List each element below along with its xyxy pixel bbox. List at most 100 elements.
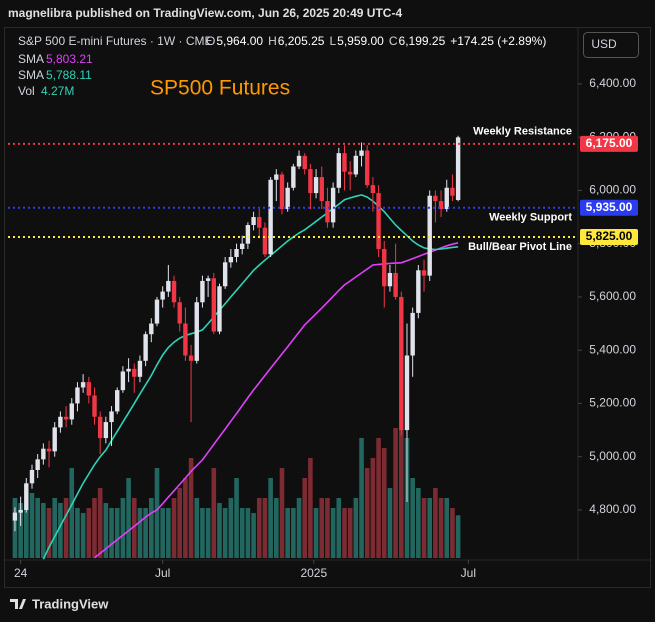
volume-bar <box>177 488 183 558</box>
annotation: SP500 Futures <box>150 77 290 100</box>
level-price-label: 6,175.00 <box>586 136 633 150</box>
sma-legend-name: SMA <box>18 68 44 82</box>
x-tick-label: Jul <box>155 566 170 580</box>
candle-body <box>166 280 171 292</box>
candle-body <box>433 195 438 202</box>
candle-body <box>63 416 69 420</box>
candle-body <box>132 368 137 377</box>
sma-legend-value: 5,803.21 <box>46 52 93 66</box>
logo-mark <box>10 599 26 609</box>
volume-bar <box>18 503 23 558</box>
volume-bar <box>336 498 342 558</box>
candle-body <box>450 187 455 196</box>
volume-bar <box>92 498 97 558</box>
candle-body <box>376 193 381 250</box>
publisher-line: magnelibra published on TradingView.com,… <box>8 6 402 20</box>
candle-body <box>291 166 296 188</box>
volume-bar <box>279 468 285 558</box>
candle-body <box>115 390 120 412</box>
volume-bar <box>120 498 126 558</box>
volume-bar <box>381 448 387 558</box>
ohlc-value: 6,205.25 <box>278 34 325 48</box>
volume-bar <box>376 438 381 558</box>
candle-body <box>205 278 211 281</box>
candle-body <box>319 177 324 202</box>
volume-bar <box>262 498 268 558</box>
y-tick-label: 6,400.00 <box>589 76 636 90</box>
candle-body <box>92 395 97 417</box>
currency-button[interactable] <box>583 32 639 58</box>
volume-bar <box>114 508 120 558</box>
volume-bar <box>52 498 58 558</box>
candle-body <box>336 153 342 188</box>
volume-bar <box>200 508 205 558</box>
volume-bar <box>149 498 154 558</box>
level-price-label: 5,825.00 <box>586 229 633 243</box>
candle-body <box>262 227 268 255</box>
sma-legend-name: SMA <box>18 52 44 66</box>
volume-bar <box>256 498 262 558</box>
volume-bar <box>342 508 347 558</box>
candle-body <box>370 185 376 194</box>
candle-body <box>75 387 80 404</box>
level-price-label: 5,935.00 <box>586 200 633 214</box>
volume-bar <box>205 508 211 558</box>
candle-body <box>279 174 285 210</box>
volume-bar <box>86 508 92 558</box>
candle-body <box>69 403 74 420</box>
currency[interactable]: USD <box>591 37 617 51</box>
sma-line <box>93 242 459 559</box>
volume-bar <box>137 508 143 558</box>
candle-body <box>160 291 165 300</box>
volume-bar <box>291 508 296 558</box>
volume-bar <box>410 478 415 558</box>
candle-body <box>359 150 364 156</box>
volume-bar <box>313 508 319 558</box>
instrument: S&P 500 E-mini Futures · 1W · CME <box>18 34 213 48</box>
candle-body <box>444 187 449 210</box>
candle-body <box>234 249 239 257</box>
candle-body <box>41 448 46 460</box>
volume-bar <box>325 498 330 558</box>
candle-body <box>308 169 313 194</box>
volume-bar <box>228 498 234 558</box>
volume-bar <box>251 513 256 558</box>
candle-body <box>46 448 52 452</box>
y-tick-label: 5,000.00 <box>589 449 636 463</box>
candle-body <box>171 280 177 303</box>
volume-bar <box>194 498 200 558</box>
candle-body <box>455 137 461 201</box>
x-tick-label: 2025 <box>300 566 327 580</box>
volume-bar <box>29 493 35 558</box>
candle-body <box>342 153 347 172</box>
level-name: Weekly Support <box>489 212 572 224</box>
candle-body <box>24 483 29 510</box>
candle-body <box>35 459 40 471</box>
x-tick-label: 24 <box>14 566 28 580</box>
volume-bar <box>154 468 160 558</box>
volume-bar <box>444 498 450 558</box>
volume-bar <box>166 508 171 558</box>
volume-bar <box>274 498 279 558</box>
candle-body <box>325 201 330 223</box>
candle-body <box>222 262 228 287</box>
ohlc-value: 5,959.00 <box>337 34 384 48</box>
sma-line <box>42 194 459 560</box>
volume-bar <box>211 468 217 558</box>
candle-body <box>149 323 154 335</box>
volume-bar <box>359 438 364 558</box>
y-tick-label: 4,800.00 <box>589 502 636 516</box>
candle-body <box>387 272 393 287</box>
volume-bar <box>364 468 370 558</box>
volume-bar <box>433 488 438 558</box>
candle-body <box>194 302 199 361</box>
ohlc-value: 6,199.25 <box>399 34 446 48</box>
candle-body <box>245 225 251 244</box>
candle-body <box>12 512 18 521</box>
volume-bar <box>393 428 398 558</box>
volume-bar <box>24 508 29 558</box>
candle-body <box>103 422 109 439</box>
volume-bar <box>239 508 245 558</box>
volume-bar <box>421 498 427 558</box>
